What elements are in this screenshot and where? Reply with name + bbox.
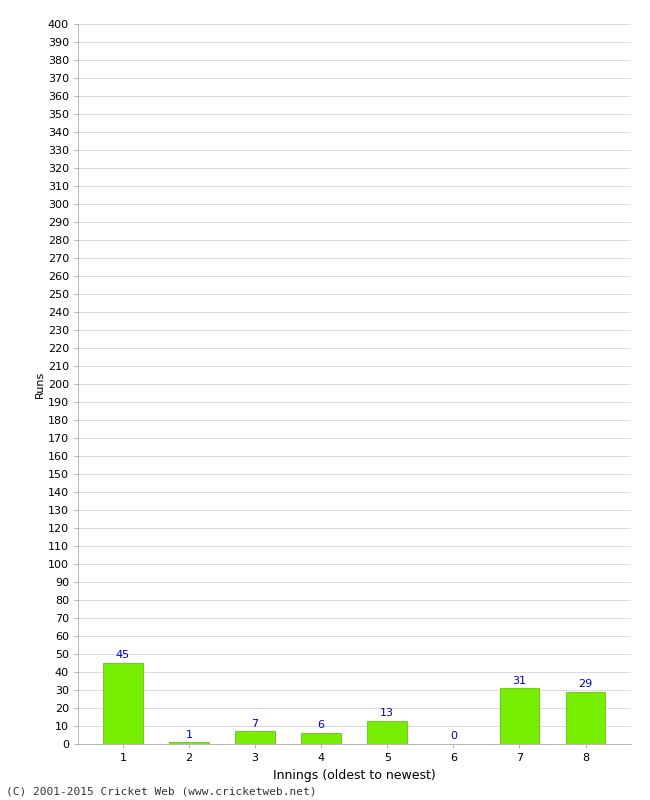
Text: 6: 6 (318, 721, 325, 730)
Text: 29: 29 (578, 679, 593, 689)
Bar (367, 721, 407, 744)
Bar (500, 688, 540, 744)
Text: 13: 13 (380, 708, 395, 718)
X-axis label: Innings (oldest to newest): Innings (oldest to newest) (273, 769, 436, 782)
Bar (566, 692, 605, 744)
Text: 7: 7 (252, 718, 259, 729)
Text: 1: 1 (185, 730, 192, 739)
Bar (302, 733, 341, 744)
Text: (C) 2001-2015 Cricket Web (www.cricketweb.net): (C) 2001-2015 Cricket Web (www.cricketwe… (6, 786, 317, 796)
Bar (103, 663, 143, 744)
Text: 31: 31 (512, 675, 527, 686)
Bar (235, 731, 275, 744)
Text: 0: 0 (450, 731, 457, 742)
Y-axis label: Runs: Runs (35, 370, 45, 398)
Text: 45: 45 (116, 650, 130, 660)
Bar (169, 742, 209, 744)
